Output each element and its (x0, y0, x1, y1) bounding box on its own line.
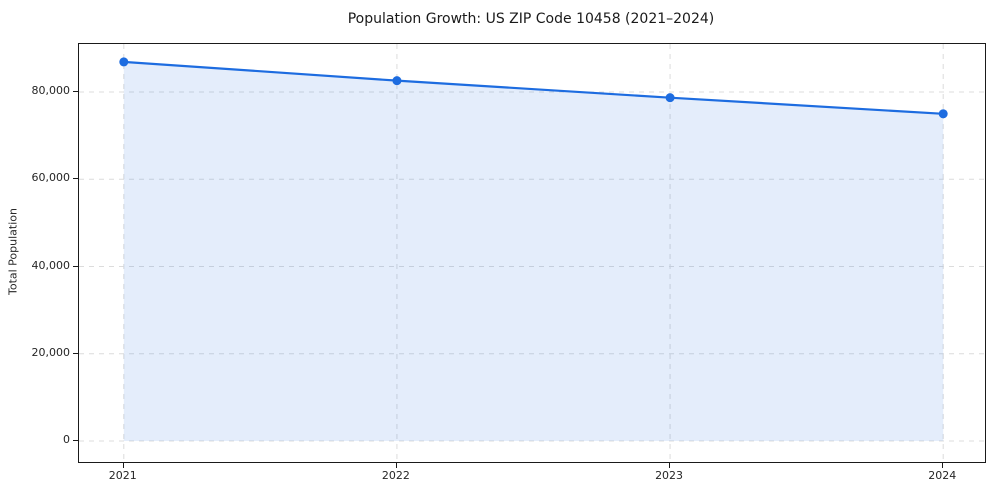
y-tick-label: 40,000 (31, 258, 71, 272)
chart-title: Population Growth: US ZIP Code 10458 (20… (347, 11, 715, 27)
x-tick-mark (669, 463, 671, 468)
y-tick-mark (73, 178, 78, 180)
series-line (122, 60, 945, 115)
x-tick-label: 2022 (381, 469, 410, 482)
grid-layer (79, 44, 985, 462)
data-point-marker (119, 57, 129, 67)
y-tick-mark (73, 352, 78, 354)
y-tick-label: 60,000 (31, 171, 71, 185)
y-axis-label: Total Population (6, 208, 20, 295)
x-tick-label: 2023 (655, 469, 684, 482)
y-tick-label: 80,000 (31, 83, 71, 97)
y-tick-mark (73, 90, 78, 92)
plot-area (78, 43, 986, 463)
y-tick-mark (73, 440, 78, 442)
y-tick-label: 20,000 (31, 345, 71, 359)
plot-canvas (79, 44, 985, 462)
data-point-marker (392, 76, 402, 86)
x-tick-mark (395, 463, 397, 468)
x-tick-mark (942, 463, 944, 468)
y-tick-mark (73, 265, 78, 267)
area-fill (123, 61, 944, 442)
series-layer (119, 57, 948, 442)
data-point-marker (665, 93, 675, 103)
data-point-marker (938, 109, 948, 119)
x-tick-label: 2024 (928, 469, 957, 482)
x-tick-mark (122, 463, 124, 468)
y-tick-label: 0 (63, 433, 70, 447)
x-tick-label: 2021 (108, 469, 137, 482)
